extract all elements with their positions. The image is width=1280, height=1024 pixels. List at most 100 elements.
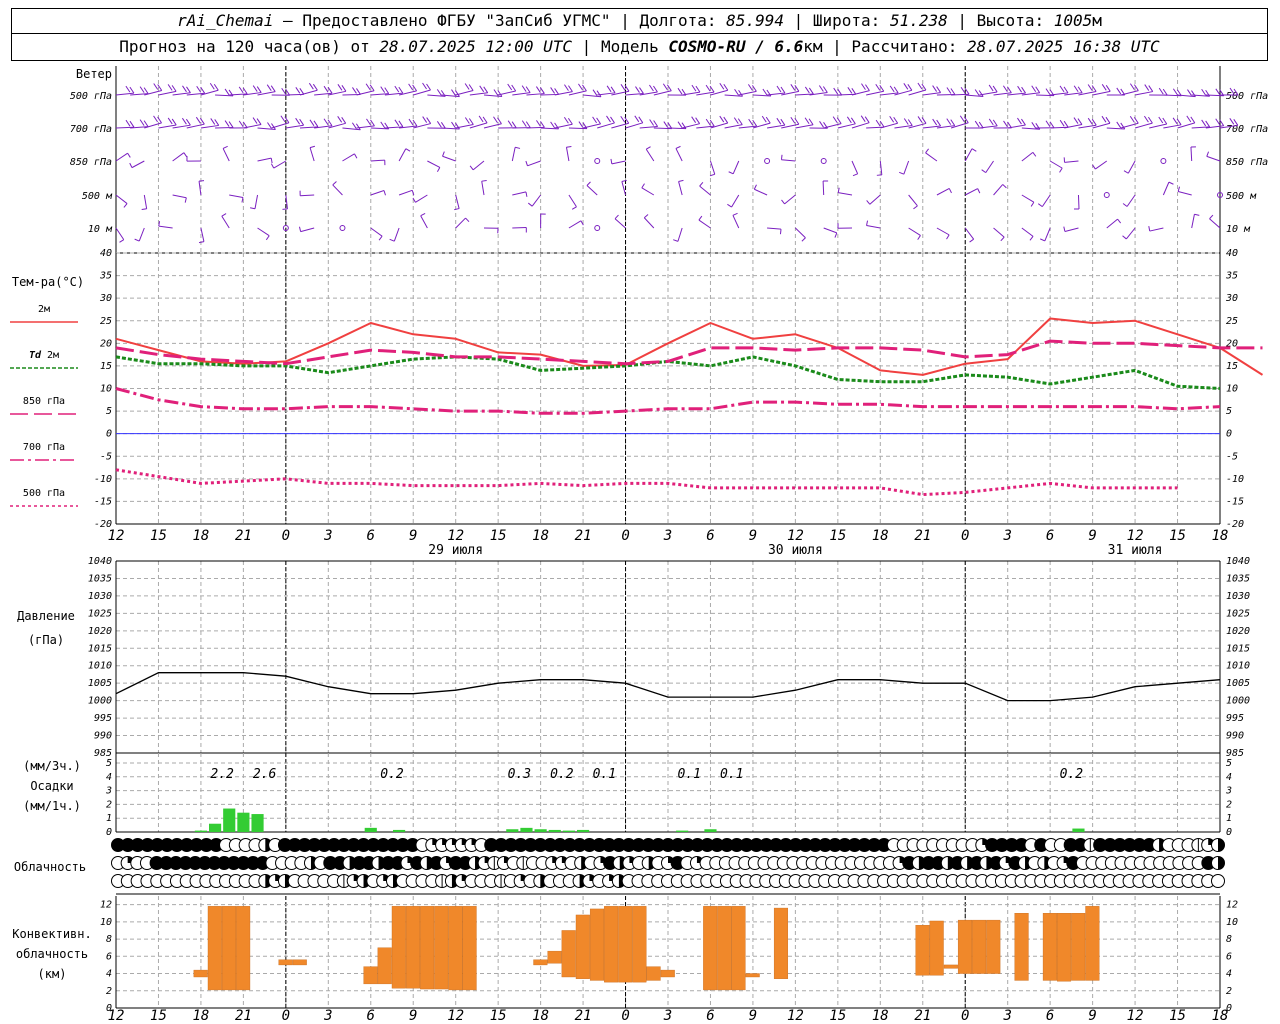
wind-barb-feather bbox=[1091, 118, 1097, 126]
wind-barb-feather bbox=[398, 120, 404, 128]
wind-barb-feather bbox=[907, 119, 913, 126]
y-tick-left: -15 bbox=[94, 496, 112, 507]
wind-barb bbox=[526, 93, 545, 96]
y-tick-right: 10 bbox=[1226, 384, 1238, 395]
time-tick-label-bottom: 0 bbox=[621, 1008, 629, 1024]
time-tick-label: 0 bbox=[961, 528, 969, 544]
convective-bar bbox=[221, 906, 237, 991]
wind-barb bbox=[115, 194, 128, 204]
time-tick-label-bottom: 12 bbox=[108, 1008, 125, 1024]
y-tick-right: -5 bbox=[1226, 451, 1238, 462]
wind-barb-feather bbox=[780, 154, 783, 160]
convective-bar bbox=[915, 925, 930, 976]
wind-barb-feather bbox=[832, 116, 838, 123]
wind-barb-feather bbox=[493, 89, 499, 96]
y-tick-left: 8 bbox=[106, 934, 112, 945]
wind-barb-feather bbox=[309, 119, 315, 127]
wind-barb bbox=[738, 125, 757, 129]
pres-unit: (гПа) bbox=[28, 633, 64, 647]
wind-barb bbox=[1219, 124, 1238, 129]
wind-barb bbox=[710, 122, 728, 129]
wind-barb-feather bbox=[907, 84, 913, 91]
temp-legend-label: 700 гПа bbox=[23, 442, 65, 453]
pres-hgrid: 985 985 990 990 995 995 1000 1000 1005 1005 1010 10… bbox=[88, 556, 1250, 759]
wind-barb-feather bbox=[865, 84, 870, 91]
wind-barb-feather bbox=[134, 238, 140, 242]
time-tick-label-bottom: 15 bbox=[490, 1008, 507, 1024]
prec-unit-1h: (мм/1ч.) bbox=[23, 799, 81, 813]
wind-barb bbox=[332, 184, 343, 196]
wind-barb bbox=[682, 91, 701, 96]
wind-barb-feather bbox=[355, 123, 361, 131]
wind-barb bbox=[441, 127, 460, 130]
wind-barb-feather bbox=[649, 119, 655, 126]
wind-barb-feather bbox=[776, 117, 782, 125]
y-tick-right: 15 bbox=[1226, 361, 1238, 372]
wind-barb bbox=[285, 124, 304, 129]
time-tick-label: 21 bbox=[914, 528, 931, 544]
wind-barb-feather bbox=[535, 86, 541, 93]
wind-barb bbox=[1021, 127, 1040, 130]
wind-barb-feather bbox=[327, 86, 333, 94]
wind-barb bbox=[254, 194, 259, 209]
precip-bar bbox=[676, 830, 689, 832]
wind-level-label-right: 500 гПа bbox=[1226, 91, 1268, 102]
wind-barb-feather bbox=[917, 235, 921, 240]
wind-barb bbox=[710, 89, 728, 96]
wind-barb-feather bbox=[1059, 85, 1065, 93]
wind-barb-feather bbox=[801, 237, 806, 242]
wind-barb-feather bbox=[578, 121, 584, 128]
wind-barb bbox=[1127, 160, 1136, 174]
wind-barb bbox=[993, 227, 1005, 238]
wind-barb-feather bbox=[761, 115, 767, 123]
time-tick-label-bottom: 18 bbox=[532, 1008, 549, 1024]
temp-legend-label: Td 2м bbox=[29, 350, 59, 361]
wind-barb-feather bbox=[129, 120, 135, 128]
wind-barb-feather bbox=[1229, 87, 1235, 95]
wind-barb-feather bbox=[932, 118, 938, 126]
wind-barb bbox=[427, 94, 446, 97]
precip-total-label: 0.2 bbox=[550, 767, 574, 782]
wind-barb-feather bbox=[270, 85, 276, 92]
wind-barb-feather bbox=[794, 85, 800, 92]
y-tick-left: 1030 bbox=[88, 591, 112, 602]
wind-barb-feather bbox=[580, 220, 584, 226]
wind-barb-feather bbox=[1105, 85, 1111, 92]
wind-barb-feather bbox=[903, 83, 909, 90]
y-tick-left: 4 bbox=[106, 772, 112, 783]
wind-barb-feather bbox=[1029, 236, 1034, 241]
wind-barb bbox=[172, 194, 187, 199]
wind-barb bbox=[158, 90, 177, 96]
wind-barb-feather bbox=[1129, 115, 1135, 123]
wind-barb-feather bbox=[1176, 118, 1182, 126]
wind-calm bbox=[339, 225, 346, 231]
wind-barb-feather bbox=[621, 179, 627, 182]
wind-barb-feather bbox=[351, 122, 357, 130]
wind-barb-feather bbox=[323, 118, 329, 126]
wind-barb-feather bbox=[224, 88, 230, 96]
wind-barb-feather bbox=[677, 87, 683, 95]
y-tick-right: 1035 bbox=[1226, 573, 1250, 584]
wind-barb-feather bbox=[808, 87, 814, 95]
wind-barb bbox=[675, 148, 683, 162]
wind-barb-feather bbox=[312, 83, 318, 91]
y-tick-left: 1010 bbox=[88, 661, 112, 672]
wind-calm bbox=[594, 158, 601, 164]
time-tick-label: 21 bbox=[235, 528, 252, 544]
wind-barb-feather bbox=[507, 120, 513, 127]
wind-barb-feather bbox=[861, 83, 866, 90]
wind-barb-feather bbox=[1186, 115, 1192, 123]
y-tick-left: 4 bbox=[106, 969, 112, 980]
wind-barb-feather bbox=[620, 115, 626, 123]
y-tick-left: 985 bbox=[94, 748, 112, 759]
wind-barb-feather bbox=[1143, 115, 1149, 123]
wind-barb-feather bbox=[566, 145, 572, 148]
wind-barb bbox=[1095, 160, 1108, 170]
wind-barb bbox=[568, 220, 582, 229]
y-tick-right: 10 bbox=[1226, 917, 1238, 928]
y-tick-left: 15 bbox=[100, 361, 112, 372]
wind-barb-feather bbox=[846, 116, 852, 124]
y-tick-right: 1020 bbox=[1226, 626, 1250, 637]
wind-barb bbox=[568, 127, 587, 130]
wind-barb bbox=[1106, 127, 1125, 130]
